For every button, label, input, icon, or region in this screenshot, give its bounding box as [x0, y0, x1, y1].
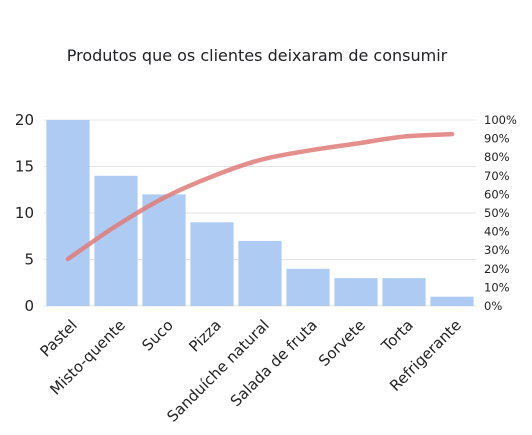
x-tick-label: Salada de fruta: [227, 316, 321, 410]
bars: [46, 120, 474, 306]
y2-tick-label: 50%: [484, 206, 510, 220]
y-tick-label: 5: [24, 251, 34, 269]
x-tick-label: Sorvete: [315, 316, 369, 370]
bar: [382, 278, 426, 306]
y-tick-label: 20: [15, 111, 34, 129]
y2-tick-label: 20%: [484, 262, 510, 276]
y2-tick-label: 60%: [484, 187, 510, 201]
y-tick-label: 10: [15, 204, 34, 222]
bar: [142, 194, 186, 306]
cumulative-line-path: [65, 131, 455, 262]
bar: [238, 240, 282, 306]
x-tick-label: Pizza: [185, 316, 224, 355]
bar: [190, 222, 234, 306]
bar: [334, 278, 378, 306]
x-tick-label: Pastel: [37, 316, 81, 360]
y-tick-label: 0: [24, 297, 34, 315]
y2-tick-label: 0%: [484, 299, 502, 313]
bar: [430, 296, 474, 306]
y2-tick-label: 70%: [484, 169, 510, 183]
bar: [46, 120, 90, 306]
x-tick-label: Suco: [138, 316, 177, 355]
cumulative-line: [65, 131, 455, 262]
y2-tick-label: 30%: [484, 243, 510, 257]
y-axis-right: 0% 10% 20% 30% 40% 50% 60% 70% 80% 90% 100%: [484, 113, 517, 313]
y2-tick-label: 10%: [484, 280, 510, 294]
y2-tick-label: 40%: [484, 225, 510, 239]
y-axis-left: 0 5 10 15 20: [15, 111, 34, 315]
x-tick-label: Torta: [377, 316, 417, 356]
bar: [94, 175, 138, 306]
chart-title: Produtos que os clientes deixaram de con…: [67, 46, 448, 65]
y2-tick-label: 80%: [484, 150, 510, 164]
bar: [286, 268, 330, 306]
y2-tick-label: 90%: [484, 132, 510, 146]
y2-tick-label: 100%: [484, 113, 517, 127]
y-tick-label: 15: [15, 158, 34, 176]
